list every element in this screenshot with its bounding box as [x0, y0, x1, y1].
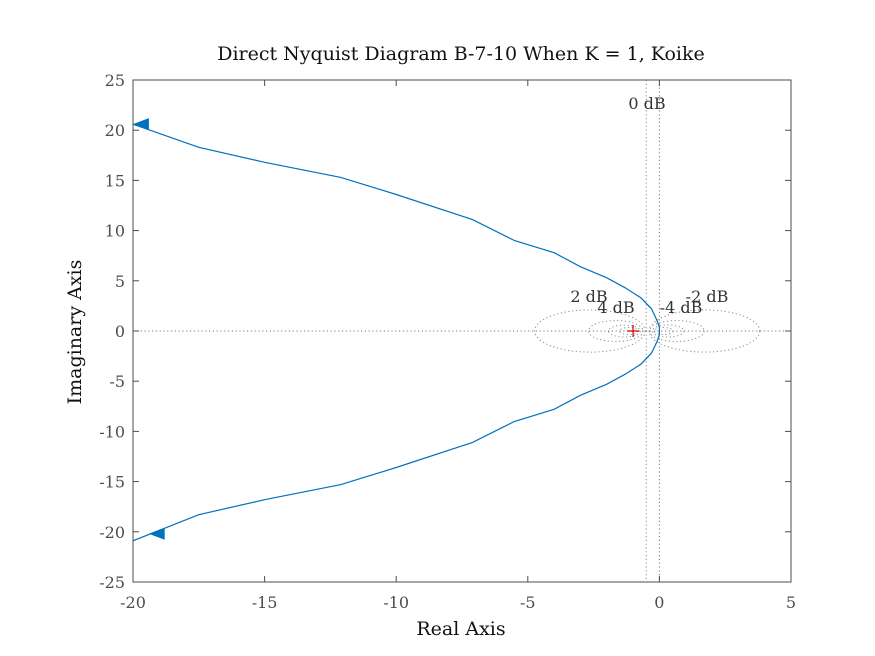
y-tick-label: 25: [105, 71, 125, 90]
direction-arrow: [148, 527, 165, 540]
y-tick-label: 10: [105, 222, 125, 241]
y-tick-label: 5: [115, 272, 125, 291]
x-tick-label: -10: [383, 593, 409, 612]
m-circle-labels: 0 dB 2 dB -2 dB 4 dB -4 dB: [570, 94, 728, 317]
y-tick-label: -10: [99, 422, 125, 441]
m-circle-6: [651, 324, 685, 338]
m-circle-label: 4 dB: [597, 298, 634, 317]
chart-title: Direct Nyquist Diagram B-7-10 When K = 1…: [217, 43, 705, 65]
x-tick-label: 5: [786, 593, 796, 612]
y-tick-label: -20: [99, 523, 125, 542]
y-tick-label: 15: [105, 171, 125, 190]
x-tick-label: -15: [252, 593, 278, 612]
m-circle-1: [534, 309, 646, 353]
critical-point-marker: [627, 325, 640, 337]
m-circle-8: [653, 326, 674, 336]
y-tick-label: -5: [109, 372, 125, 391]
y-tick-label: -15: [99, 473, 125, 492]
m-circle-2: [648, 309, 761, 353]
y-tick-label: 0: [115, 322, 125, 341]
y-tick-label: -25: [99, 573, 125, 592]
y-tick-label: 20: [105, 121, 125, 140]
x-axis-label: Real Axis: [416, 618, 505, 640]
m-circle-label: -2 dB: [686, 287, 729, 306]
x-tick-label: 0: [654, 593, 664, 612]
x-tick-label: -20: [120, 593, 146, 612]
m-circle-5: [608, 324, 641, 338]
m-circle-label: 2 dB: [570, 287, 607, 306]
direction-arrow: [133, 118, 149, 131]
x-tick-label: -5: [520, 593, 536, 612]
series-group: [133, 118, 660, 542]
m-circle-label: 0 dB: [628, 94, 665, 113]
nyquist-curve: [133, 123, 660, 542]
y-axis-label: Imaginary Axis: [64, 260, 86, 405]
m-circle-label: -4 dB: [660, 298, 703, 317]
critical-point-group: [627, 325, 640, 337]
